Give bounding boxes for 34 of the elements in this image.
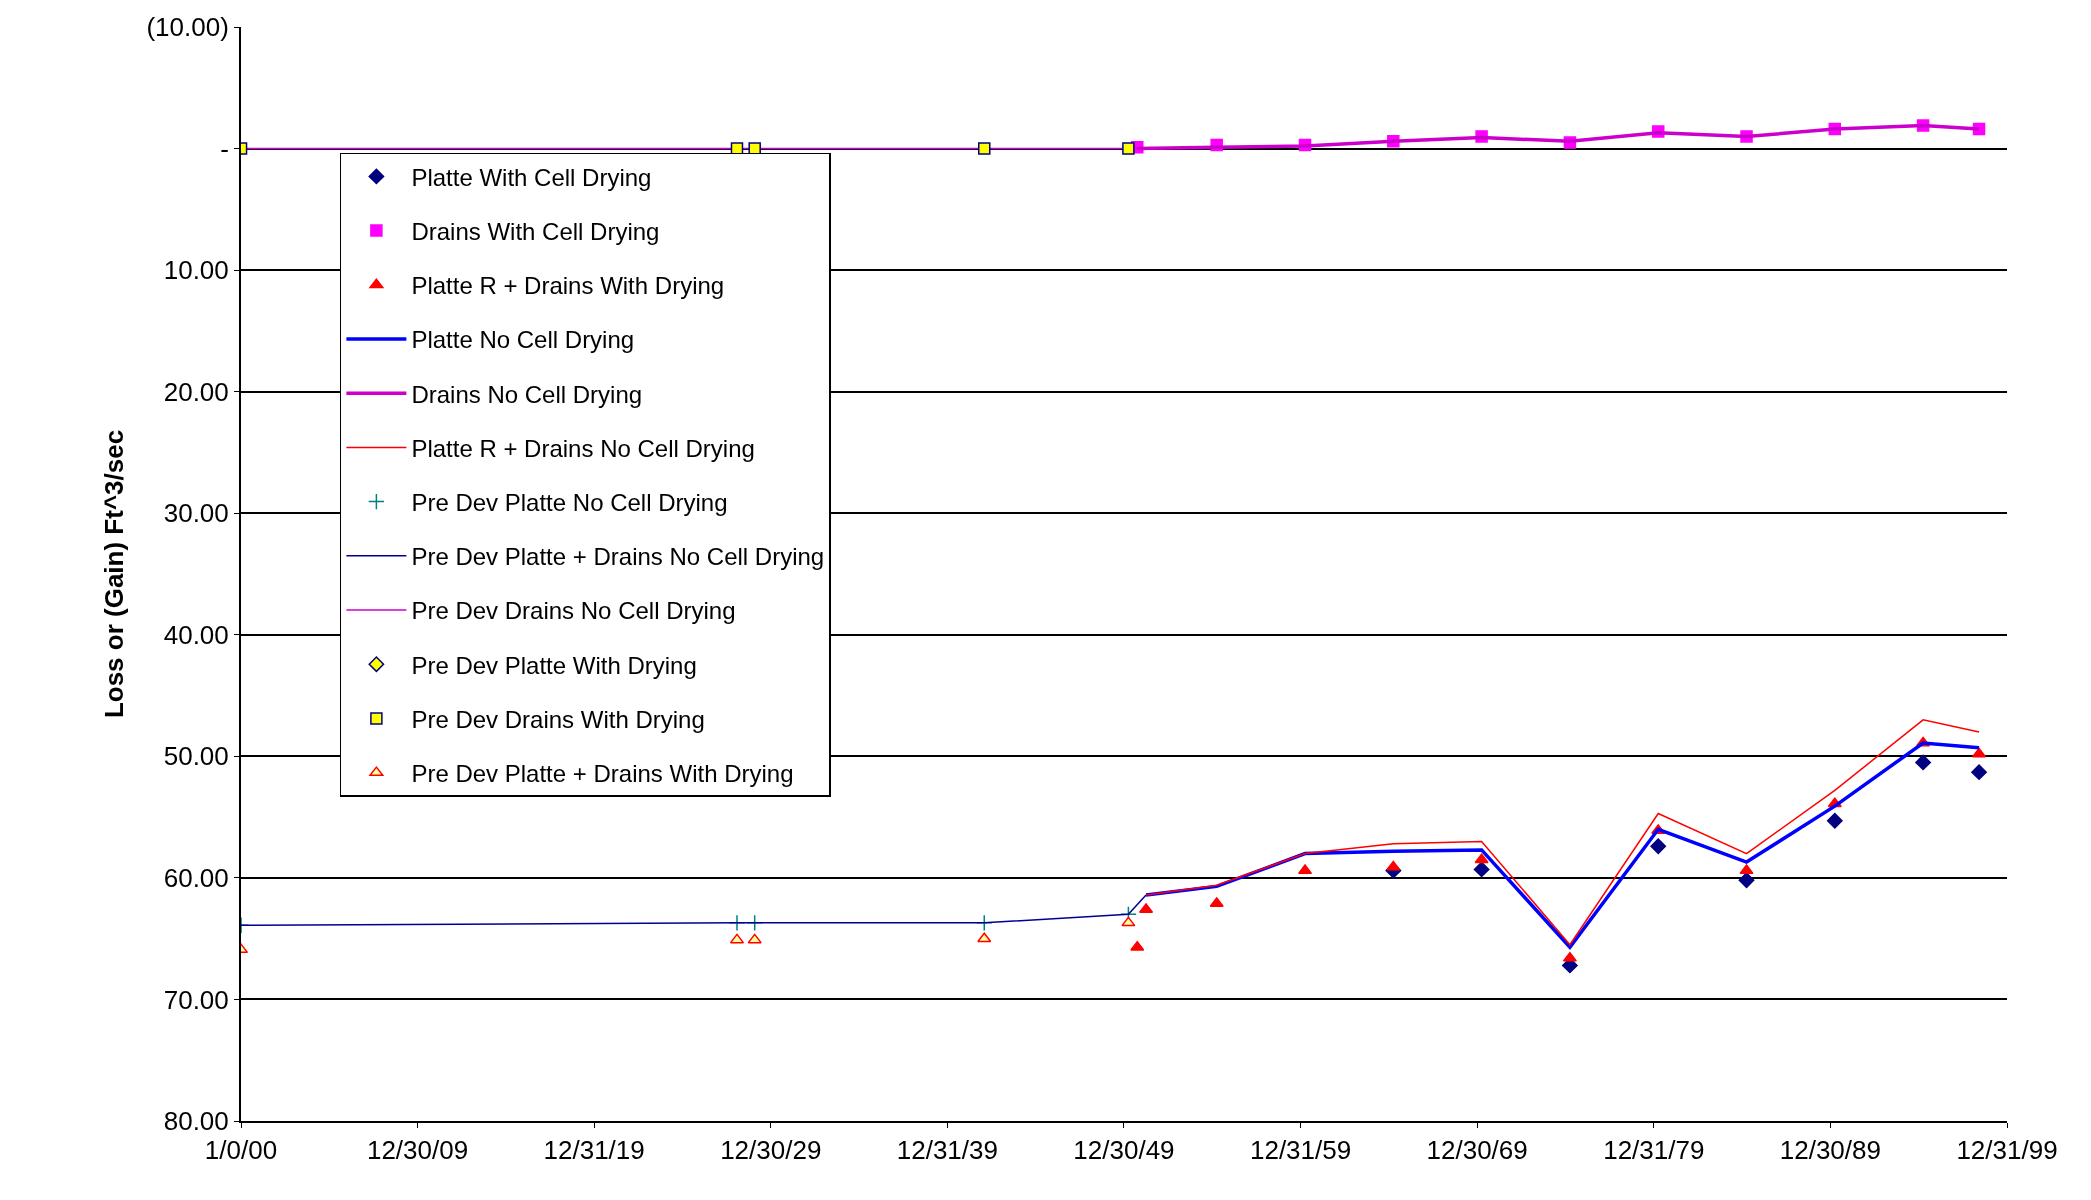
x-tick-label: 12/30/09 <box>366 1135 469 1166</box>
legend-label: Pre Dev Platte With Drying <box>411 651 697 679</box>
legend-label: Pre Dev Drains No Cell Drying <box>411 597 736 625</box>
x-tick-label: 12/30/29 <box>720 1135 822 1166</box>
legend-label: Drains With Cell Drying <box>411 217 660 245</box>
y-tick-label: 20.00 <box>163 376 229 407</box>
legend-label: Pre Dev Platte No Cell Drying <box>411 488 728 516</box>
y-tick-label: 70.00 <box>163 984 229 1015</box>
x-tick-label: 12/30/69 <box>1426 1135 1528 1166</box>
y-tick-label: (10.00) <box>146 12 229 43</box>
legend-label: Platte No Cell Drying <box>411 326 635 354</box>
x-tick-label: 1/0/00 <box>204 1135 278 1166</box>
x-tick-label: 12/31/19 <box>543 1135 645 1166</box>
x-tick-label: 12/31/59 <box>1249 1135 1352 1166</box>
y-tick-label: 60.00 <box>163 862 229 893</box>
x-tick-label: 12/31/39 <box>896 1135 998 1166</box>
y-tick-label: - <box>220 133 229 164</box>
y-tick-label: 30.00 <box>163 498 229 529</box>
legend-label: Platte With Cell Drying <box>411 163 652 191</box>
y-axis-title: Loss or (Gain) Ft^3/sec <box>99 429 130 719</box>
legend-label: Pre Dev Platte + Drains With Drying <box>411 759 794 787</box>
x-tick-label: 12/30/49 <box>1073 1135 1175 1166</box>
y-tick-label: 10.00 <box>163 255 229 286</box>
x-tick-label: 12/31/79 <box>1603 1135 1705 1166</box>
y-tick-label: 40.00 <box>163 619 229 650</box>
y-tick-label: 80.00 <box>163 1106 229 1137</box>
legend-label: Drains No Cell Drying <box>411 380 643 408</box>
y-tick-label: 50.00 <box>163 741 229 772</box>
x-tick-label: 12/30/89 <box>1779 1135 1881 1166</box>
legend-label: Pre Dev Drains With Drying <box>411 705 705 733</box>
legend-label: Pre Dev Platte + Drains No Cell Drying <box>411 543 825 571</box>
legend-label: Platte R + Drains With Drying <box>411 272 725 300</box>
x-tick-label: 12/31/99 <box>1956 1135 2058 1166</box>
legend-label: Platte R + Drains No Cell Drying <box>411 434 755 462</box>
